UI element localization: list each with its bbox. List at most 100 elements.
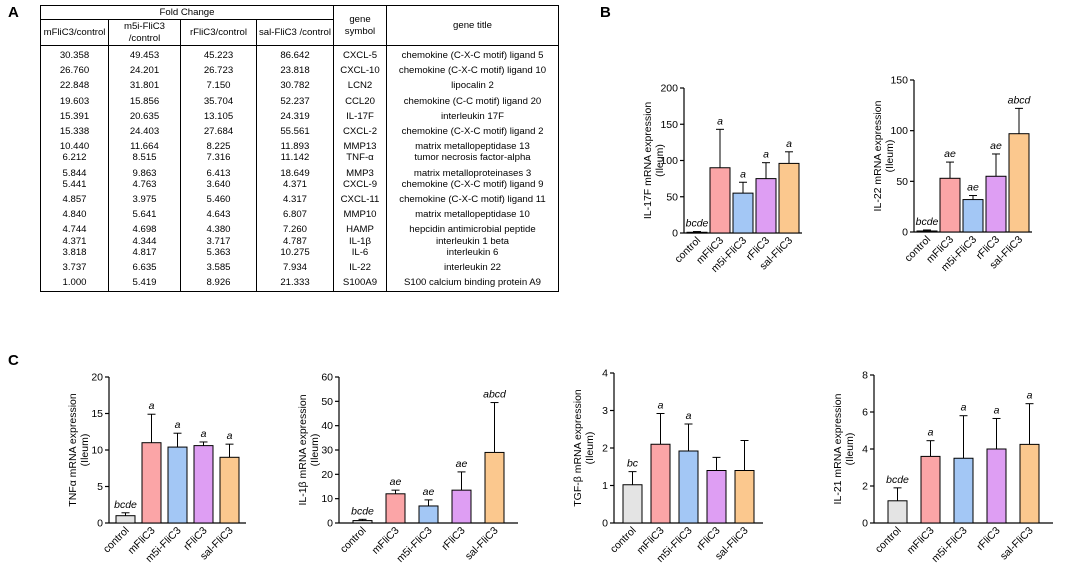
table-cell: 55.561 — [256, 122, 334, 138]
table-cell: 4.371 — [256, 178, 334, 191]
significance-label: a — [740, 168, 746, 180]
table-cell: 5.363 — [180, 246, 257, 259]
y-tick-label: 50 — [896, 176, 908, 188]
significance-label: bcde — [351, 505, 374, 517]
significance-label: a — [201, 428, 207, 440]
y-tick-label: 50 — [321, 396, 333, 408]
bar-rFliC3 — [706, 470, 727, 524]
table-cell: LCN2 — [333, 76, 387, 92]
table-cell: 11.893 — [256, 137, 334, 153]
table-cell: 24.403 — [108, 122, 181, 138]
table-row: 5.441 4.763 3.640 4.371 CXCL-9 chemokine (C-X… — [40, 178, 559, 191]
table-cell: matrix metallopeptidase 10 — [386, 205, 559, 221]
table-cell: 4.344 — [108, 235, 181, 247]
chart-tgfb: 0 1 2 3 4 TGF-β mRNA expression(Ileum) bc contr… — [572, 368, 763, 565]
table-cell: 3.975 — [108, 190, 181, 206]
table-cell: 4.380 — [180, 220, 257, 236]
bar-sal-FliC3 — [734, 470, 755, 524]
significance-label: a — [1027, 390, 1033, 402]
bar-m5i-FliC3 — [953, 457, 974, 524]
y-tick-label: 0 — [672, 228, 678, 240]
table-cell: 15.391 — [40, 106, 109, 123]
y-axis-label: TNFα mRNA expression(Ileum) — [67, 393, 91, 507]
table-cell: 7.934 — [256, 258, 334, 274]
table-row: 4.744 4.698 4.380 7.260 HAMP hepcidin antimic… — [40, 220, 559, 236]
fold-change-header: Fold Change — [40, 5, 334, 20]
y-axis-label: IL-22 mRNA expression(Ileum) — [872, 100, 896, 211]
table-cell: 11.142 — [256, 152, 334, 164]
y-tick-label: 0 — [327, 518, 333, 530]
bar-sal-FliC3 — [219, 456, 240, 524]
bar-rFliC3 — [986, 448, 1007, 524]
bar-control — [115, 515, 136, 524]
x-tick-label: sal-FliC3 — [998, 525, 1036, 563]
bar-m5i-FliC3 — [678, 450, 699, 524]
bar-mFliC3 — [385, 493, 406, 524]
table-cell: chemokine (C-X-C motif) ligand 2 — [386, 122, 559, 138]
y-tick-label: 150 — [890, 75, 908, 87]
significance-label: a — [149, 400, 155, 412]
column-header: mFliC3/control — [40, 19, 109, 46]
bar-rFliC3 — [193, 445, 214, 524]
significance-label: abcd — [1008, 94, 1032, 106]
table-cell: IL-6 — [333, 246, 387, 259]
table-cell: 26.723 — [180, 61, 257, 77]
bar-control — [686, 231, 708, 234]
table-row: 4.840 5.641 4.643 6.807 MMP10 matrix metallop… — [40, 205, 559, 221]
table-cell: CXCL-10 — [333, 61, 387, 77]
y-tick-label: 10 — [91, 445, 103, 457]
table-cell: 4.840 — [40, 205, 109, 221]
table-row: 22.848 31.801 7.150 30.782 LCN2 lipocalin 2 — [40, 76, 559, 92]
table-cell: 7.316 — [180, 152, 257, 164]
table-cell: chemokine (C-C motif) ligand 20 — [386, 91, 559, 107]
table-cell: IL-17F — [333, 106, 387, 123]
table-cell: 4.817 — [108, 246, 181, 259]
table-row: 4.857 3.975 5.460 4.317 CXCL-11 chemokine (C-… — [40, 190, 559, 206]
x-tick-label: mFliC3 — [370, 525, 402, 557]
table-cell: lipocalin 2 — [386, 76, 559, 92]
table-cell: 10.275 — [256, 246, 334, 259]
y-axis-label: TGF-β mRNA expression(Ileum) — [572, 389, 596, 507]
table-cell: 9.863 — [108, 163, 181, 179]
significance-label: bc — [627, 458, 639, 470]
table-cell: 24.319 — [256, 106, 334, 123]
y-tick-label: 0 — [902, 227, 908, 239]
table-cell: 6.807 — [256, 205, 334, 221]
table-cell: 5.460 — [180, 190, 257, 206]
y-tick-label: 0 — [862, 518, 868, 530]
significance-label: ae — [944, 148, 956, 160]
table-cell: 20.635 — [108, 106, 181, 123]
table-cell: 6.635 — [108, 258, 181, 274]
table-cell: 23.818 — [256, 61, 334, 77]
table-cell: 4.317 — [256, 190, 334, 206]
y-tick-label: 50 — [666, 191, 678, 203]
table-cell: interleukin 1 beta — [386, 235, 559, 247]
table-cell: 22.848 — [40, 76, 109, 92]
table-row: 15.391 20.635 13.105 24.319 IL-17F interleuki… — [40, 106, 559, 123]
table-cell: MMP10 — [333, 205, 387, 221]
table-cell: 3.818 — [40, 246, 109, 259]
table-cell: IL-1β — [333, 235, 387, 247]
table-cell: MMP3 — [333, 163, 387, 179]
table-cell: 5.641 — [108, 205, 181, 221]
fold-change-table-wrapper: Fold Change gene symbol gene title mFliC… — [40, 5, 559, 325]
table-cell: 15.856 — [108, 91, 181, 107]
table-cell: hepcidin antimicrobial peptide — [386, 220, 559, 236]
table-row: 1.000 5.419 8.926 21.333 S100A9 S100 calcium … — [40, 273, 559, 293]
significance-label: ae — [456, 458, 468, 470]
y-tick-label: 3 — [602, 405, 608, 417]
table-cell: 1.000 — [40, 273, 109, 293]
table-cell: 4.763 — [108, 178, 181, 191]
table-cell: 24.201 — [108, 61, 181, 77]
table-cell: 5.419 — [108, 273, 181, 293]
table-row: 4.371 4.344 3.717 4.787 IL-1β interleukin 1 b… — [40, 235, 559, 247]
table-row: 3.818 4.817 5.363 10.275 IL-6 interleukin 6 — [40, 246, 559, 259]
x-tick-label: control — [608, 525, 639, 556]
significance-label: ae — [423, 486, 435, 498]
table-cell: chemokine (C-X-C motif) ligand 9 — [386, 178, 559, 191]
significance-label: a — [763, 149, 769, 161]
x-tick-label: m5i-FliC3 — [929, 525, 969, 565]
significance-label: bcde — [886, 474, 909, 486]
table-cell: 4.857 — [40, 190, 109, 206]
table-cell: CXCL-5 — [333, 45, 387, 62]
